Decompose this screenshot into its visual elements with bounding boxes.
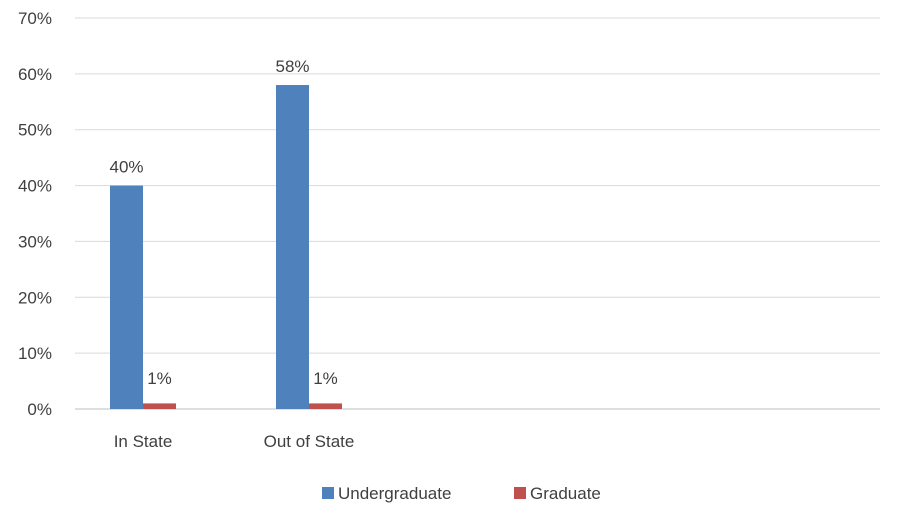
legend-swatch-graduate [514,487,526,499]
x-axis-tick-labels: In State Out of State [114,432,355,451]
y-tick-label: 0% [27,400,52,419]
data-label: 40% [109,158,143,177]
y-axis-tick-labels: 0% 10% 20% 30% 40% 50% 60% 70% [18,9,52,419]
y-tick-label: 70% [18,9,52,28]
x-tick-label: Out of State [264,432,355,451]
y-tick-label: 60% [18,65,52,84]
bar-undergraduate-out-of-state [276,85,309,410]
data-labels: 40% 1% 58% 1% [109,57,337,388]
legend-swatch-undergraduate [322,487,334,499]
x-tick-label: In State [114,432,173,451]
bars [110,85,342,410]
y-tick-label: 20% [18,288,52,307]
legend: Undergraduate Graduate [322,484,601,503]
y-tick-label: 50% [18,121,52,140]
bar-undergraduate-in-state [110,185,143,409]
legend-label-undergraduate: Undergraduate [338,484,451,503]
y-tick-label: 30% [18,232,52,251]
y-tick-label: 40% [18,177,52,196]
data-label: 58% [275,57,309,76]
legend-label-graduate: Graduate [530,484,601,503]
data-label: 1% [313,369,338,388]
y-tick-label: 10% [18,344,52,363]
gridlines [75,17,880,410]
bar-graduate-in-state [143,403,176,409]
data-label: 1% [147,369,172,388]
bar-graduate-out-of-state [309,403,342,409]
